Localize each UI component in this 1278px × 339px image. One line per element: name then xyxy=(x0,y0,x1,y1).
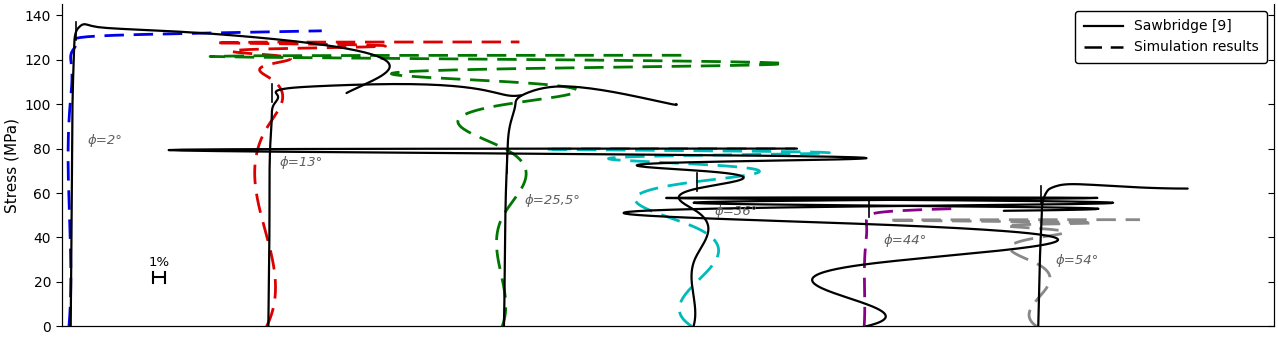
Text: ϕ=13°: ϕ=13° xyxy=(280,156,323,170)
Text: 1%: 1% xyxy=(148,256,170,268)
Text: ϕ=36°: ϕ=36° xyxy=(714,205,758,218)
Legend: Sawbridge [9], Simulation results: Sawbridge [9], Simulation results xyxy=(1076,11,1266,63)
Y-axis label: Stress (MPa): Stress (MPa) xyxy=(4,118,19,213)
Text: ϕ=25,5°: ϕ=25,5° xyxy=(524,194,580,207)
Text: ϕ=2°: ϕ=2° xyxy=(88,134,123,147)
Text: ϕ=44°: ϕ=44° xyxy=(883,234,927,247)
Text: ϕ=54°: ϕ=54° xyxy=(1056,254,1099,267)
